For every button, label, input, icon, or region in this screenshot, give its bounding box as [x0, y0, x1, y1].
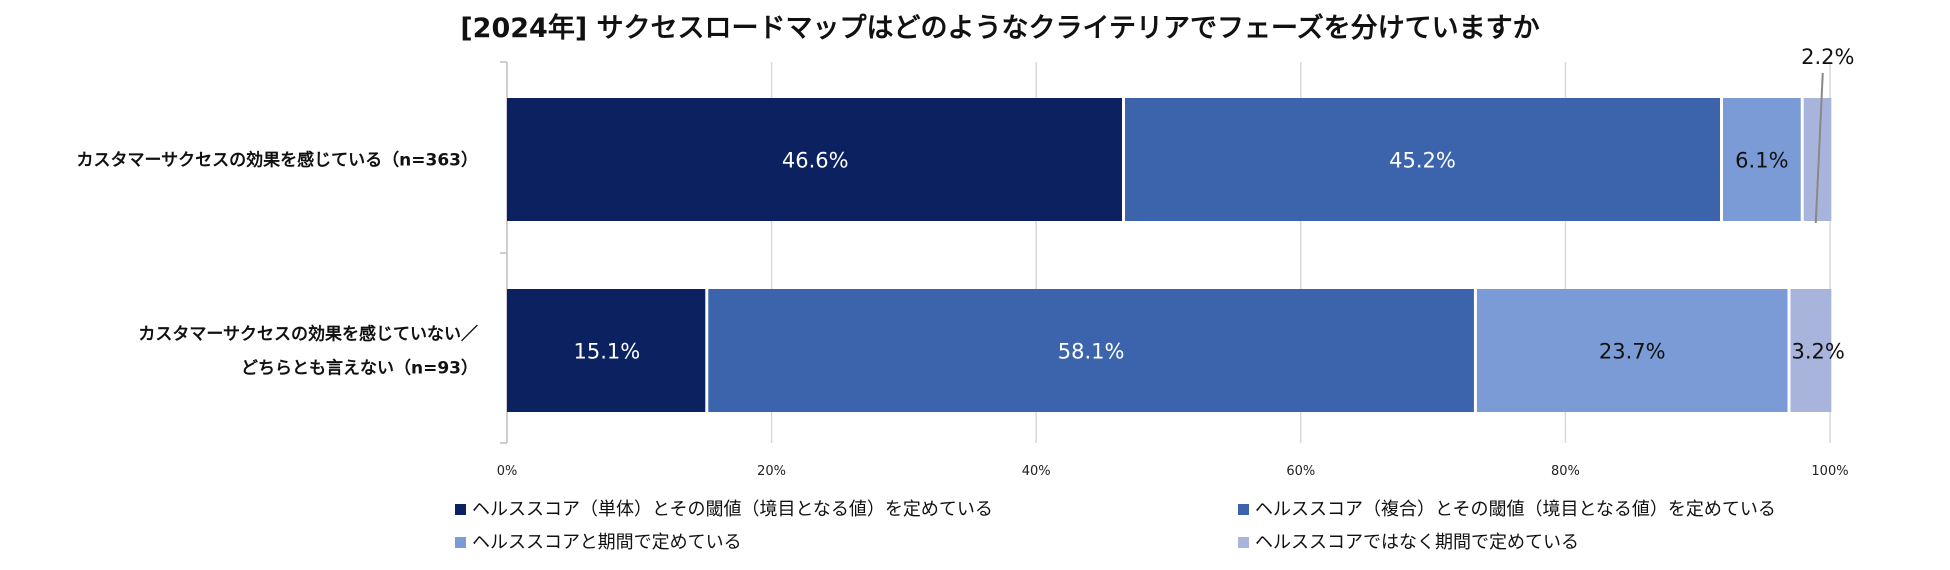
bar-segment: [507, 98, 1123, 221]
x-tick-label: 100%: [1811, 464, 1848, 479]
x-tick-label: 40%: [1022, 464, 1051, 479]
legend-label: ヘルススコア（複合）とその閾値（境目となる値）を定めている: [1255, 499, 1776, 520]
x-tick-label: 0%: [497, 464, 518, 479]
legend-swatch: [455, 504, 466, 515]
legend-label: ヘルススコア（単体）とその閾値（境目となる値）を定めている: [472, 499, 993, 520]
legend-swatch: [455, 537, 466, 548]
category-label: カスタマーサクセスの効果を感じていない／: [138, 324, 478, 345]
category-label: どちらとも言えない（n=93）: [241, 358, 478, 379]
bar-segment: [1125, 98, 1721, 221]
x-tick-label: 60%: [1286, 464, 1315, 479]
data-label: 3.2%: [1791, 340, 1844, 364]
bar-segment: [708, 289, 1474, 412]
chart-title: [2024年] サクセスロードマップはどのようなクライテリアでフェーズを分けてい…: [460, 12, 1539, 44]
data-label: 6.1%: [1735, 149, 1788, 173]
x-tick-label: 80%: [1551, 464, 1580, 479]
bar-segment: [507, 289, 706, 412]
data-label: 2.2%: [1801, 45, 1854, 69]
bar-segment: [1723, 98, 1801, 221]
data-label: 45.2%: [1389, 149, 1456, 173]
legend-label: ヘルススコアではなく期間で定めている: [1255, 532, 1579, 553]
bar-segment: [1476, 289, 1788, 412]
data-label: 46.6%: [782, 149, 849, 173]
data-label: 58.1%: [1058, 340, 1125, 364]
legend-label: ヘルススコアと期間で定めている: [472, 532, 742, 553]
category-label: カスタマーサクセスの効果を感じている（n=363）: [77, 150, 479, 171]
bar-segment: [1790, 289, 1832, 412]
data-label: 15.1%: [574, 340, 641, 364]
legend-swatch: [1238, 537, 1249, 548]
callout-line: [1814, 72, 1824, 224]
data-label: 23.7%: [1599, 340, 1666, 364]
legend-swatch: [1238, 504, 1249, 515]
x-tick-label: 20%: [757, 464, 786, 479]
